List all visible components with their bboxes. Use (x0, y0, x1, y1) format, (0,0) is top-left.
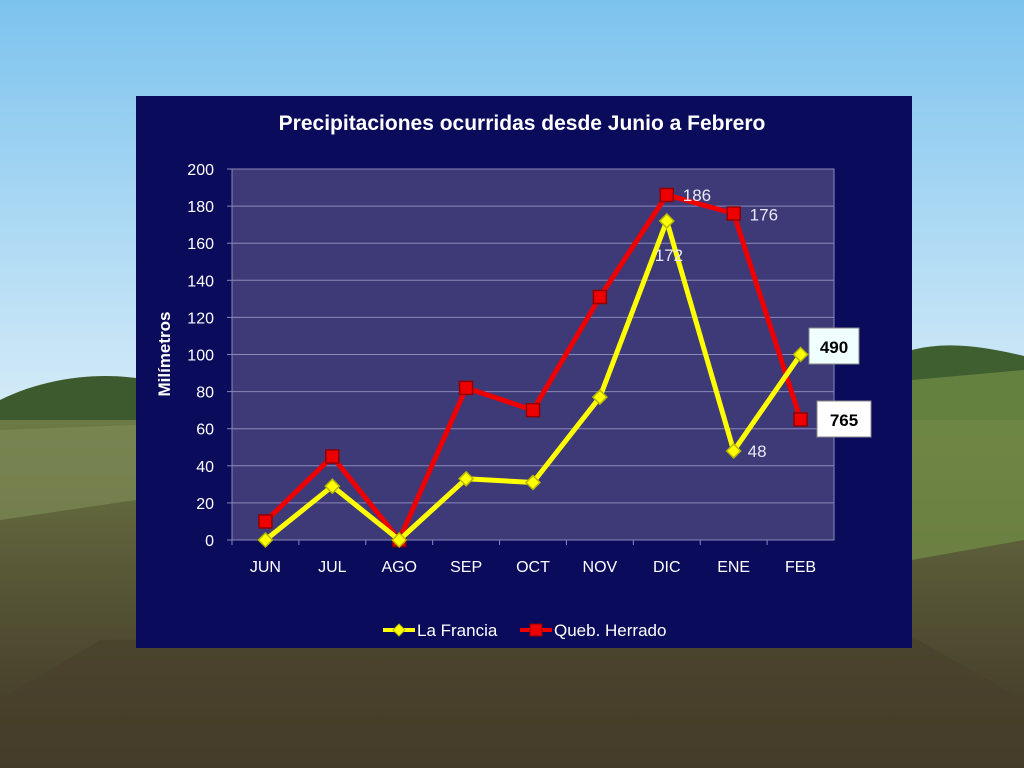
x-tick-label: DIC (653, 559, 681, 576)
y-axis-label: Milímetros (155, 311, 174, 396)
y-tick-label: 160 (187, 236, 214, 253)
series-queb-herrado (258, 187, 808, 548)
y-tick-label: 0 (205, 533, 214, 550)
chart-panel: 0 20 40 60 80 100 120 140 160 180 200 JUN JUL AGO SEP O… (136, 96, 912, 648)
data-label: 186 (683, 186, 711, 205)
data-point-square[interactable] (659, 187, 675, 203)
x-tick-label: OCT (516, 559, 550, 576)
data-point-square[interactable] (793, 412, 808, 427)
y-tick-label: 100 (187, 348, 214, 365)
data-point-diamond[interactable] (658, 212, 675, 230)
series-la-francia (257, 212, 809, 549)
data-point-diamond[interactable] (524, 474, 542, 491)
annotation-text-765: 765 (830, 411, 858, 430)
data-point-square[interactable] (726, 206, 741, 221)
x-tick-label: JUL (318, 559, 347, 576)
data-point-diamond[interactable] (725, 442, 742, 460)
legend-item-la-francia[interactable]: La Francia (383, 621, 498, 640)
data-point-square[interactable] (325, 449, 340, 464)
gridlines (227, 168, 834, 545)
y-tick-label: 140 (187, 273, 214, 290)
annotation-box-765: 765 (816, 400, 872, 438)
legend-square-marker (529, 623, 543, 637)
data-label: 172 (655, 246, 683, 265)
y-tick-label: 200 (187, 162, 214, 179)
legend-diamond-marker (392, 623, 406, 637)
series-layer (257, 187, 809, 549)
data-point-diamond[interactable] (792, 346, 809, 363)
data-label: 176 (750, 206, 778, 225)
data-label: 48 (748, 442, 767, 461)
data-point-square[interactable] (592, 289, 608, 305)
annotation-box-490: 490 (808, 327, 860, 365)
legend: La Francia Queb. Herrado (383, 621, 666, 640)
x-tick-label: AGO (381, 559, 417, 576)
data-point-square[interactable] (458, 380, 474, 396)
y-tick-label: 60 (196, 422, 214, 439)
y-tick-label: 120 (187, 310, 214, 327)
x-tick-label: SEP (450, 559, 482, 576)
chart-title: Precipitaciones ocurridas desde Junio a … (279, 112, 766, 135)
data-point-diamond[interactable] (458, 470, 475, 487)
label-layer: 0 20 40 60 80 100 120 140 160 180 200 JUN JUL AGO SEP O… (187, 162, 816, 576)
data-point-diamond[interactable] (257, 531, 274, 549)
x-tick-label: ENE (717, 559, 750, 576)
x-tick-label: JUN (250, 559, 281, 576)
data-point-diamond[interactable] (591, 389, 608, 406)
y-tick-label: 40 (196, 459, 214, 476)
x-tick-label: NOV (583, 559, 618, 576)
x-tick-label: FEB (785, 559, 816, 576)
data-point-square[interactable] (258, 514, 273, 529)
legend-label-queb-herrado: Queb. Herrado (554, 621, 666, 640)
line-chart: 0 20 40 60 80 100 120 140 160 180 200 JUN JUL AGO SEP O… (155, 112, 872, 640)
data-point-square[interactable] (525, 402, 541, 418)
data-point-diamond[interactable] (324, 478, 341, 495)
annotation-text-490: 490 (820, 338, 848, 357)
legend-item-queb-herrado[interactable]: Queb. Herrado (520, 621, 666, 640)
legend-label-la-francia: La Francia (417, 621, 498, 640)
y-tick-label: 80 (196, 385, 214, 402)
y-tick-label: 180 (187, 199, 214, 216)
y-tick-label: 20 (196, 496, 214, 513)
data-point-diamond[interactable] (391, 531, 408, 549)
